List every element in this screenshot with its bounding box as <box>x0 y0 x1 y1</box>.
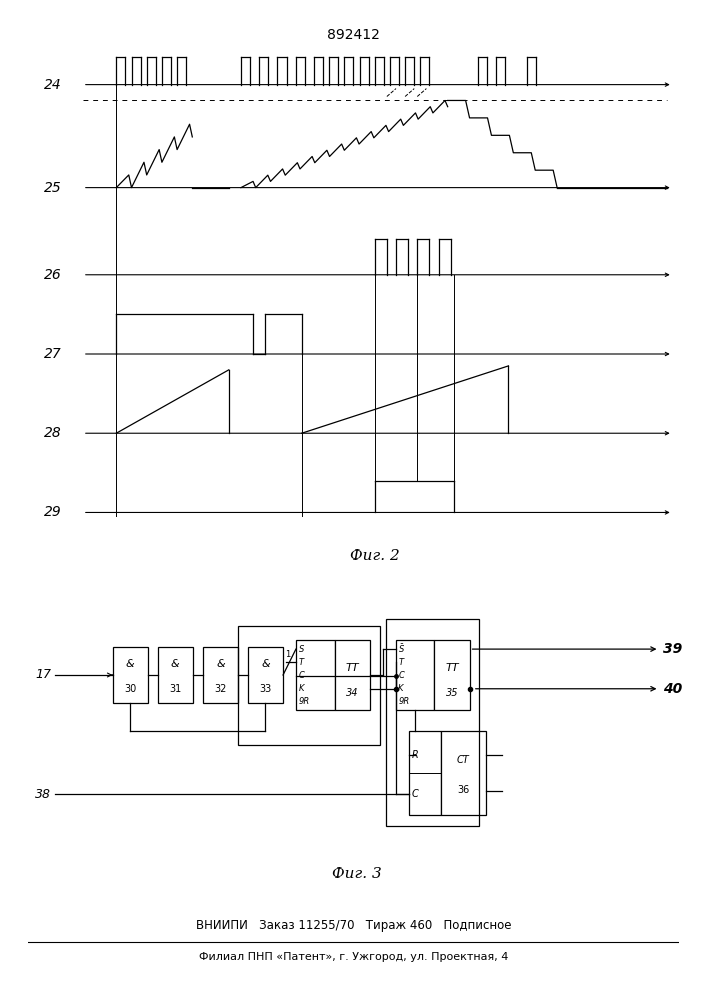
Text: 32: 32 <box>214 684 226 694</box>
Bar <box>409 731 440 815</box>
Text: 892412: 892412 <box>327 28 380 42</box>
Text: Фиг. 3: Фиг. 3 <box>332 867 382 882</box>
Text: K: K <box>298 684 304 693</box>
Text: 9R: 9R <box>398 697 409 706</box>
Text: 27: 27 <box>44 347 62 361</box>
Bar <box>434 640 469 710</box>
Text: T: T <box>398 658 403 667</box>
Bar <box>203 647 238 703</box>
Text: 39: 39 <box>662 642 682 656</box>
Text: &: & <box>171 659 180 669</box>
Text: 31: 31 <box>169 684 182 694</box>
Text: &: & <box>126 659 134 669</box>
Text: Фиг. 2: Фиг. 2 <box>350 549 399 563</box>
Text: 38: 38 <box>35 788 52 800</box>
Text: 35: 35 <box>445 688 458 698</box>
Text: &: & <box>216 659 225 669</box>
Text: 24: 24 <box>44 78 62 92</box>
Bar <box>247 647 283 703</box>
Text: 28: 28 <box>44 426 62 440</box>
Text: T: T <box>298 658 303 667</box>
Text: R: R <box>411 750 419 760</box>
Text: C: C <box>298 671 304 680</box>
Text: $\bar{S}$: $\bar{S}$ <box>398 643 405 655</box>
Text: 9R: 9R <box>298 697 310 706</box>
Bar <box>158 647 193 703</box>
Text: 25: 25 <box>44 181 62 195</box>
Text: ВНИИПИ   Заказ 11255/70   Тираж 460   Подписное: ВНИИПИ Заказ 11255/70 Тираж 460 Подписно… <box>196 919 511 932</box>
Text: Филиал ПНП «Патент», г. Ужгород, ул. Проектная, 4: Филиал ПНП «Патент», г. Ужгород, ул. Про… <box>199 952 508 962</box>
Text: 30: 30 <box>124 684 136 694</box>
Bar <box>396 640 434 710</box>
Text: C: C <box>411 789 419 799</box>
Bar <box>296 640 334 710</box>
Text: 17: 17 <box>35 668 52 682</box>
Text: &: & <box>261 659 269 669</box>
Text: TT: TT <box>346 663 359 673</box>
Text: S: S <box>298 645 304 654</box>
Text: C: C <box>398 671 404 680</box>
Text: 34: 34 <box>346 688 358 698</box>
Bar <box>440 731 486 815</box>
Text: 1: 1 <box>286 650 291 659</box>
Text: 29: 29 <box>44 505 62 519</box>
Text: 40: 40 <box>662 682 682 696</box>
Bar <box>386 619 479 826</box>
Bar <box>112 647 148 703</box>
Bar <box>334 640 370 710</box>
Text: 26: 26 <box>44 268 62 282</box>
Text: 33: 33 <box>259 684 271 694</box>
Text: СТ: СТ <box>457 755 469 765</box>
Bar <box>238 626 380 745</box>
Text: 36: 36 <box>457 785 469 795</box>
Text: TT: TT <box>445 663 459 673</box>
Text: K: K <box>398 684 404 693</box>
